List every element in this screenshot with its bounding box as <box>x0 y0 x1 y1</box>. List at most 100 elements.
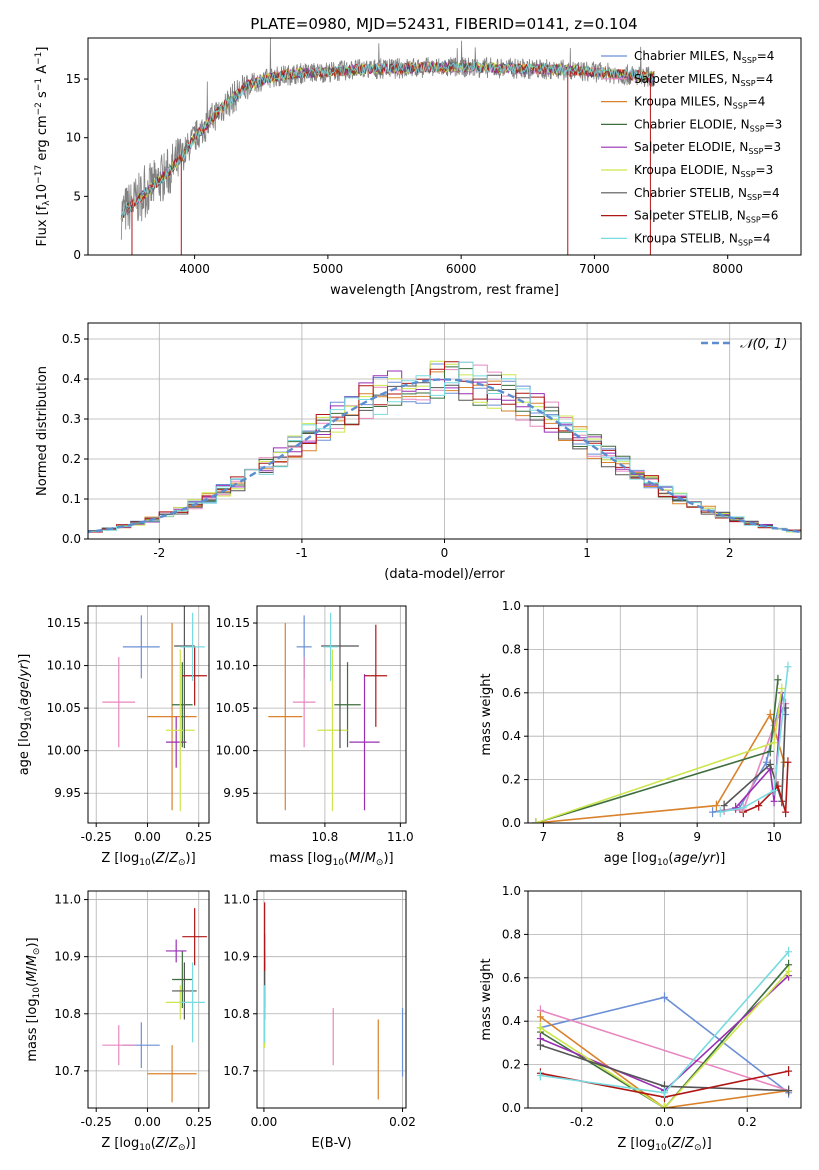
x-axis-label: (data-model)/error <box>384 567 505 582</box>
axes-frame: -2 -1 0 1 2 0.0 0.1 0.2 0.3 0.4 0.5 (data-model)/er… <box>35 322 802 582</box>
x-axis-label: Z [log10(Z/Z⊙)] <box>617 1136 711 1153</box>
y-axis-label: Flux [fλ10−17 erg cm−2 s−1 A−1] <box>34 47 52 247</box>
weight-line <box>735 692 783 809</box>
spectrum-legend: Chabrier MILES, NSSP=4 Salpeter MILES, NS… <box>601 49 782 247</box>
spectrum-panel: 4000 5000 6000 7000 8000 0 5 10 15 wavelength [An… <box>34 37 802 298</box>
figure-title: PLATE=0980, MJD=52431, FIBERID=0141, z=0… <box>250 15 637 33</box>
y-tick-label: 15 <box>66 72 81 86</box>
model-spectrum-line <box>120 60 655 220</box>
legend-label: Salpeter MILES, NSSP=4 <box>634 72 773 88</box>
axes-frame: 10.8 11.0 9.95 10.00 10.05 10.10 10.15 mass [lo… <box>216 605 414 868</box>
axes-frame: 4000 5000 6000 7000 8000 0 5 10 15 wavelength [An… <box>34 37 802 298</box>
axes-box <box>256 605 407 824</box>
legend-label: Chabrier ELODIE, NSSP=3 <box>634 117 782 133</box>
y-tick-label: 10.05 <box>47 701 81 715</box>
y-tick-label: 10.10 <box>47 659 81 673</box>
x-axis-label: Z [log10(Z/Z⊙)] <box>101 851 195 868</box>
y-tick-label: 10.7 <box>54 1064 81 1078</box>
plot-area <box>120 38 655 255</box>
weight-line <box>535 688 783 823</box>
x-tick-label: 0.25 <box>185 1115 212 1129</box>
y-tick-label: 10.8 <box>54 1007 81 1021</box>
x-tick-label: 0.25 <box>185 830 212 844</box>
legend-label: Salpeter ELODIE, NSSP=3 <box>634 140 781 156</box>
y-tick-label: 0.1 <box>62 492 81 506</box>
x-axis-label: Z [log10(Z/Z⊙)] <box>101 1136 195 1153</box>
legend-label: 𝒩(0, 1) <box>740 337 787 352</box>
age-vs-mass-panel: 10.8 11.0 9.95 10.00 10.05 10.10 10.15 mass [lo… <box>216 605 414 868</box>
x-tick-label: 5000 <box>313 262 344 276</box>
legend-label: Salpeter STELIB, NSSP=6 <box>634 209 778 225</box>
axes-box <box>87 890 210 1109</box>
legend-label: Kroupa ELODIE, NSSP=3 <box>634 163 773 179</box>
x-tick-label: 6000 <box>446 262 477 276</box>
plot-area <box>536 946 793 1108</box>
model-spectrum-line <box>120 62 655 220</box>
y-tick-label: 10.9 <box>54 950 81 964</box>
x-tick-label: 0.00 <box>251 1115 278 1129</box>
weight-line <box>539 964 790 1108</box>
y-tick-label: 0.0 <box>502 816 521 830</box>
x-axis-label: age [log10(age/yr)] <box>604 851 726 868</box>
legend-label: Kroupa MILES, NSSP=4 <box>634 95 765 111</box>
weight-line <box>720 666 789 813</box>
model-spectrum-line <box>120 61 655 220</box>
y-tick-label: 11.0 <box>223 893 250 907</box>
y-tick-label: 10.7 <box>223 1064 250 1078</box>
x-tick-label: -1 <box>296 546 308 560</box>
y-tick-label: 0.6 <box>502 686 521 700</box>
y-tick-label: 0.0 <box>502 1101 521 1115</box>
axes-box <box>87 605 210 824</box>
x-tick-label: 7000 <box>579 262 610 276</box>
legend-label: Kroupa STELIB, NSSP=4 <box>634 231 771 247</box>
y-axis-label: Normed distribution <box>35 366 50 496</box>
x-tick-label: -0.25 <box>81 830 112 844</box>
y-tick-label: 11.0 <box>54 893 81 907</box>
y-axis-label: mass weight <box>479 673 494 755</box>
axes-frame: -0.25 0.00 0.25 10.7 10.8 10.9 11.0 Z [log10(Z/… <box>25 890 212 1153</box>
axes-frame: -0.25 0.00 0.25 9.95 10.00 10.05 10.10 10.15 Z [… <box>17 605 212 868</box>
legend-label: Chabrier MILES, NSSP=4 <box>634 49 774 65</box>
x-tick-label: 8 <box>616 830 624 844</box>
axes-frame: 0.00 0.02 10.7 10.8 10.9 11.0 E(B-V) <box>223 890 416 1151</box>
age-vs-metallicity-panel: -0.25 0.00 0.25 9.95 10.00 10.05 10.10 10.15 Z [… <box>17 605 212 868</box>
plot-area <box>102 908 207 1103</box>
plot-area <box>88 360 801 535</box>
x-tick-label: 0.00 <box>134 1115 161 1129</box>
axes-box <box>256 890 407 1109</box>
y-tick-label: 0.2 <box>502 773 521 787</box>
y-tick-label: 10 <box>66 131 81 145</box>
weight-line <box>723 707 787 807</box>
plot-area <box>264 902 404 1100</box>
x-tick-label: 10 <box>766 830 781 844</box>
y-tick-label: 0.4 <box>502 1014 521 1028</box>
y-tick-label: 0.4 <box>62 372 81 386</box>
y-tick-label: 10.10 <box>216 659 250 673</box>
histogram-outline <box>88 361 801 535</box>
y-tick-label: 0.8 <box>502 642 521 656</box>
y-tick-label: 10.8 <box>223 1007 250 1021</box>
x-tick-label: 7 <box>540 830 548 844</box>
model-spectrum-line <box>120 61 655 220</box>
y-tick-label: 10.9 <box>223 950 250 964</box>
x-tick-label: -2 <box>153 546 165 560</box>
model-spectrum-line <box>120 62 655 220</box>
y-tick-label: 10.15 <box>216 616 250 630</box>
y-tick-label: 1.0 <box>502 599 521 613</box>
y-tick-label: 10.00 <box>47 744 81 758</box>
y-tick-label: 0.3 <box>62 412 81 426</box>
x-tick-label: 0.02 <box>389 1115 416 1129</box>
y-tick-label: 1.0 <box>502 884 521 898</box>
y-axis-label: mass [log10(M/M⊙)] <box>25 937 42 1061</box>
y-tick-label: 0.0 <box>62 532 81 546</box>
y-tick-label: 10.15 <box>47 616 81 630</box>
weight-line <box>539 970 790 1108</box>
y-tick-label: 9.95 <box>54 786 81 800</box>
x-tick-label: 0.00 <box>134 830 161 844</box>
model-spectrum-line <box>120 61 655 220</box>
x-tick-label: 2 <box>726 546 734 560</box>
x-tick-label: 0.0 <box>655 1115 674 1129</box>
y-tick-label: 10.00 <box>216 744 250 758</box>
model-spectrum-line <box>120 61 655 220</box>
